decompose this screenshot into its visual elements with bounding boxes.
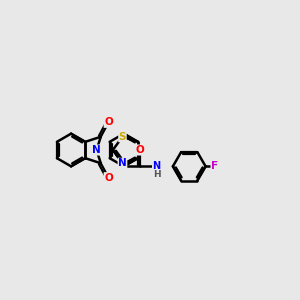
Text: H: H <box>153 170 160 179</box>
Text: N: N <box>118 158 127 168</box>
Text: N: N <box>92 145 101 155</box>
Text: S: S <box>119 132 126 142</box>
Text: N: N <box>152 161 160 171</box>
Text: F: F <box>211 161 218 171</box>
Text: O: O <box>104 172 113 183</box>
Text: O: O <box>104 117 113 128</box>
Text: O: O <box>136 145 145 155</box>
